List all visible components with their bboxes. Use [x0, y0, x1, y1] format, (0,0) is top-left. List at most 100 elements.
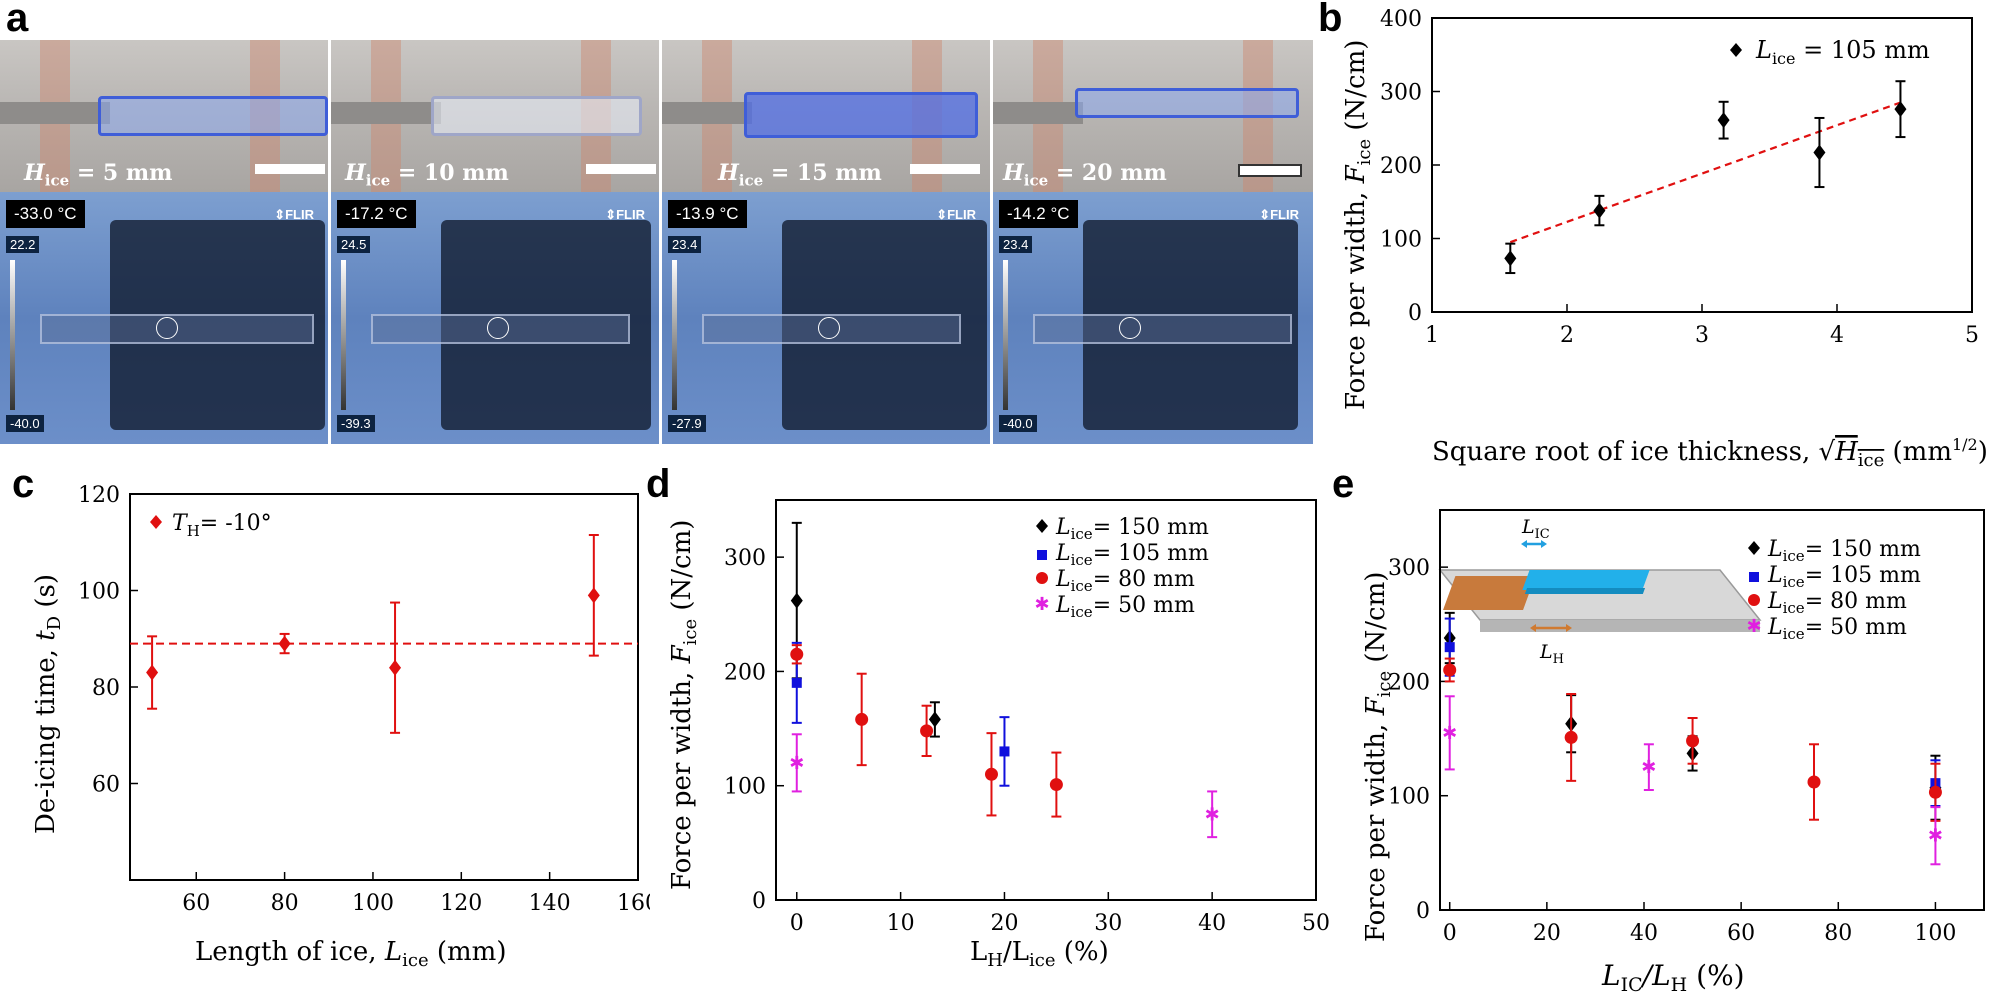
y-tick-label: 300: [1388, 556, 1430, 581]
chart-b-legend: Lice = 105 mm: [1730, 36, 1930, 68]
panel-label-a: a: [6, 0, 29, 40]
data-point: [389, 659, 402, 676]
photo-column-4: Hice = 20 mm -14.2 °C ⇕FLIR 23.4 -40.0: [993, 40, 1313, 444]
scale-bar: [1238, 164, 1302, 177]
scale-max: 23.4: [668, 236, 702, 253]
temperature-readout: -17.2 °C: [337, 200, 416, 228]
ice-thickness-label: Hice = 5 mm: [24, 160, 173, 190]
plot-frame: [775, 499, 1317, 901]
data-point: [791, 677, 802, 688]
data-point: ✱: [1442, 723, 1457, 744]
x-tick-label: 100: [1914, 921, 1956, 946]
x-tick-label: 5: [1965, 323, 1979, 348]
y-axis-label: De-icing time, tD (s): [31, 574, 65, 834]
temperature-gradient: [10, 260, 15, 410]
legend-label: Lice = 105 mm: [1755, 36, 1930, 68]
photo-panel: Hice = 5 mm -33.0 °C ⇕FLIR 22.2 -40.0 Hi…: [0, 40, 1313, 444]
crosshair-icon: [156, 317, 178, 339]
data-point: [790, 592, 803, 609]
chart-c-legend: TH= -10°: [150, 511, 272, 540]
data-point: [999, 746, 1010, 757]
legend-label: Lice= 50 mm: [1055, 593, 1195, 621]
y-tick-label: 200: [1380, 154, 1422, 179]
x-tick-label: 10: [887, 911, 915, 936]
y-axis-label: Force per width, Fice (N/cm): [1361, 572, 1395, 942]
data-point: ✱: [789, 753, 804, 774]
ice-sample: [1075, 88, 1299, 118]
temperature-readout: -33.0 °C: [6, 200, 85, 228]
x-tick-label: 80: [271, 891, 299, 916]
plot-frame: [1439, 509, 1985, 911]
y-tick-label: 0: [1408, 301, 1422, 326]
data-point: [855, 712, 869, 726]
y-tick-label: 200: [1388, 670, 1430, 695]
thermal-image: [0, 192, 328, 444]
photo-top: Hice = 20 mm: [993, 40, 1313, 192]
data-point: [984, 767, 998, 781]
data-point: [1564, 730, 1578, 744]
legend-label: Lice= 150 mm: [1767, 537, 1921, 565]
y-tick-label: 100: [724, 775, 766, 800]
y-tick-label: 0: [1416, 899, 1430, 924]
scale-min: -39.3: [337, 415, 375, 432]
data-point: [790, 647, 804, 661]
fit-line: [1509, 101, 1901, 244]
photo-column-1: Hice = 5 mm -33.0 °C ⇕FLIR 22.2 -40.0: [0, 40, 328, 444]
legend-label: Lice= 150 mm: [1055, 515, 1209, 543]
chart-d: Lice= 150 mm Lice= 105 mm Lice= 80 mm ✱ …: [667, 499, 1330, 971]
scale-min: -27.9: [668, 415, 706, 432]
chart-c: TH= -10° Length of ice, Lice (mm) De-ici…: [31, 483, 650, 971]
x-tick-label: 20: [1533, 921, 1561, 946]
temperature-readout: -13.9 °C: [668, 200, 747, 228]
x-axis-label: LH/Lice (%): [970, 937, 1109, 971]
legend-label: Lice= 105 mm: [1055, 541, 1209, 569]
data-point: [1717, 112, 1730, 129]
chart-b: Lice = 105 mm Square root of ice thickne…: [1341, 7, 1988, 470]
flir-logo: ⇕FLIR: [936, 207, 976, 222]
data-point: ✱: [1205, 804, 1220, 825]
data-point: [1049, 778, 1063, 792]
plot-area: 0 10 20 30 40 50 0 100 200 300 ✱ ✱: [724, 499, 1330, 936]
flir-logo: ⇕FLIR: [1259, 207, 1299, 222]
y-tick-label: 100: [1380, 228, 1422, 253]
x-tick-label: 2: [1560, 323, 1574, 348]
svg-text:✱: ✱: [1034, 594, 1049, 615]
legend-label: Lice= 50 mm: [1767, 615, 1907, 643]
data-point: [1928, 785, 1942, 799]
plot-area: 0 20 40 60 80 100 0 100 200 300 ✱ ✱ ✱: [1388, 509, 1985, 946]
photo-column-2: Hice = 10 mm -17.2 °C ⇕FLIR 24.5 -39.3: [331, 40, 659, 444]
photo-top: Hice = 10 mm: [331, 40, 659, 192]
chart-e-legend: Lice= 150 mm Lice= 105 mm Lice= 80 mm ✱ …: [1746, 537, 1921, 643]
y-tick-label: 60: [92, 773, 120, 798]
x-tick-label: 80: [1824, 921, 1852, 946]
ice-thickness-label: Hice = 10 mm: [345, 160, 509, 190]
x-axis-label: Length of ice, Lice (mm): [195, 937, 506, 971]
data-point: ✱: [1641, 757, 1656, 778]
inset-label-lic: LIC: [1521, 516, 1550, 542]
data-point: [146, 664, 159, 681]
y-tick-label: 80: [92, 676, 120, 701]
temperature-readout: -14.2 °C: [999, 200, 1078, 228]
x-axis-label: Square root of ice thickness, √Hice (mm1…: [1432, 435, 1988, 470]
panel-label-d: d: [646, 462, 671, 506]
data-point: [920, 724, 934, 738]
scale-max: 22.2: [6, 236, 40, 253]
x-tick-label: 40: [1198, 911, 1226, 936]
y-tick-label: 300: [1380, 81, 1422, 106]
legend-label: Lice= 105 mm: [1767, 563, 1921, 591]
scale-bar: [910, 164, 980, 174]
data-point: [1504, 250, 1517, 267]
temperature-gradient: [1003, 260, 1008, 410]
svg-text:✱: ✱: [1746, 616, 1761, 637]
y-tick-label: 400: [1380, 7, 1422, 32]
y-axis-label: Force per width, Fice (N/cm): [1341, 40, 1375, 410]
scale-min: -40.0: [6, 415, 44, 432]
data-point: [928, 711, 941, 728]
thermal-image: [993, 192, 1313, 444]
scale-max: 24.5: [337, 236, 371, 253]
plot-area: 1 2 3 4 5 0 100 200 300 400: [1380, 7, 1979, 348]
x-tick-label: 0: [1443, 921, 1457, 946]
photo-column-3: Hice = 15 mm -13.9 °C ⇕FLIR 23.4 -27.9: [662, 40, 990, 444]
crosshair-icon: [818, 317, 840, 339]
scale-bar: [255, 164, 325, 174]
